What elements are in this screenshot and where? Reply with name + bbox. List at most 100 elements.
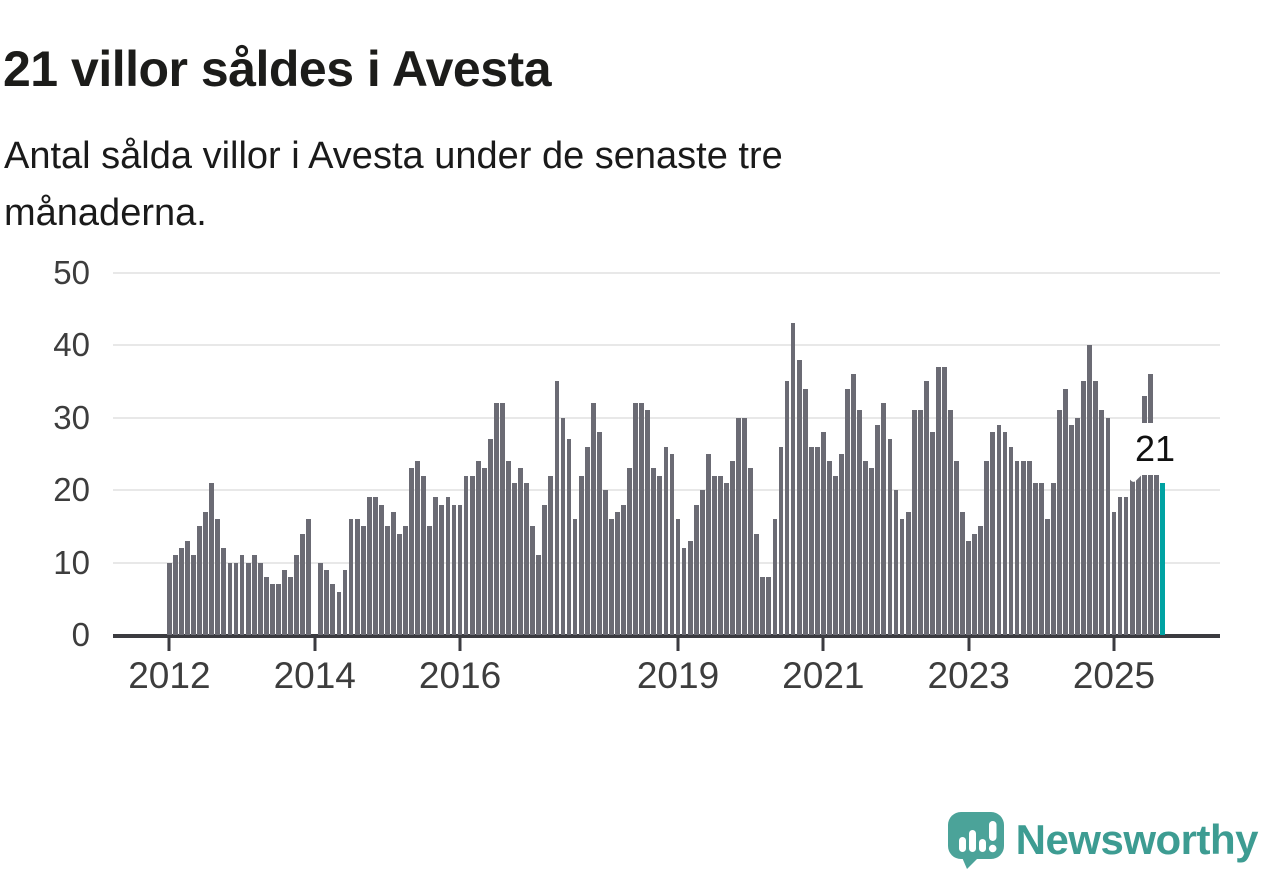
bar	[1135, 424, 1141, 635]
bar	[257, 562, 263, 635]
bar	[282, 569, 287, 635]
x-axis-tick-label: 2016	[418, 655, 502, 696]
bar	[1141, 395, 1147, 635]
bar	[899, 519, 905, 635]
bar	[572, 519, 578, 635]
bar	[445, 497, 451, 635]
bar	[336, 591, 342, 635]
bar	[1026, 461, 1032, 635]
bar	[808, 446, 814, 635]
bar	[978, 526, 984, 635]
bar	[512, 482, 517, 635]
bar	[560, 417, 566, 635]
bar	[627, 468, 632, 635]
bar	[391, 511, 396, 635]
bar	[1051, 482, 1056, 635]
bar	[711, 475, 717, 635]
bar	[615, 511, 620, 635]
bar	[1087, 345, 1093, 635]
bar	[893, 490, 899, 635]
bar	[1147, 374, 1153, 635]
bar	[784, 381, 790, 635]
bar	[221, 548, 227, 635]
bar	[881, 403, 887, 635]
bar	[657, 475, 663, 635]
bar	[481, 468, 487, 635]
bar	[1111, 511, 1117, 635]
bar	[905, 511, 911, 635]
y-axis-tick-label: 20	[53, 471, 90, 508]
bar	[227, 562, 233, 635]
bar	[1032, 482, 1038, 635]
bar	[742, 417, 748, 635]
bar	[669, 453, 675, 635]
bar	[887, 439, 893, 635]
bar	[693, 504, 699, 635]
bar	[179, 548, 184, 635]
y-axis-tick-label: 30	[53, 398, 90, 436]
bar	[239, 555, 245, 635]
bar	[681, 548, 687, 635]
bar	[397, 533, 402, 635]
bar	[621, 504, 626, 635]
bar	[372, 497, 378, 635]
bar	[699, 490, 705, 635]
bar	[736, 417, 741, 635]
bar	[348, 519, 354, 635]
bar	[1129, 453, 1135, 635]
bar	[530, 526, 536, 635]
bar	[306, 519, 312, 635]
bar	[354, 519, 360, 635]
newsworthy-logo-icon	[946, 811, 1006, 869]
bar	[772, 519, 778, 635]
value-callout: 21	[1124, 423, 1186, 475]
bar	[203, 511, 209, 635]
bar	[960, 511, 965, 635]
bar	[1057, 410, 1062, 635]
y-axis-tick-label: 10	[53, 543, 90, 581]
bar	[1069, 424, 1074, 635]
x-axis-tick-label: 2021	[782, 655, 865, 696]
x-axis-tick	[821, 636, 825, 651]
bar	[342, 569, 348, 635]
bar	[1093, 381, 1099, 635]
bar	[469, 475, 475, 635]
bar	[826, 461, 832, 635]
bar	[845, 388, 850, 635]
bar	[360, 526, 366, 635]
bar	[966, 540, 972, 635]
chart-subtitle: Antal sålda villor i Avesta under de sen…	[4, 135, 783, 234]
bar	[524, 482, 530, 635]
bar	[421, 475, 427, 635]
value-callout-label: 21	[1134, 428, 1176, 469]
bar	[500, 403, 505, 635]
bar	[263, 577, 269, 635]
gridline	[113, 271, 1220, 274]
bar	[839, 453, 844, 635]
bar	[433, 497, 439, 635]
x-axis-tick	[967, 636, 971, 651]
bar	[542, 504, 548, 635]
x-axis-tick	[1112, 636, 1116, 651]
bar	[917, 410, 923, 635]
bar	[990, 432, 996, 635]
bar	[1002, 432, 1008, 635]
bar	[457, 504, 463, 635]
bar	[724, 482, 729, 635]
bar	[578, 475, 584, 635]
bar	[185, 540, 190, 635]
bar	[984, 461, 990, 635]
x-axis-tick	[676, 636, 680, 651]
bar	[754, 533, 760, 635]
x-axis-tick-label: 2019	[636, 655, 720, 696]
bar	[324, 569, 330, 635]
bar	[493, 403, 499, 635]
bar	[596, 432, 602, 635]
bar	[851, 374, 856, 635]
bar	[1014, 461, 1020, 635]
bar	[1123, 497, 1129, 635]
bar	[167, 562, 172, 635]
bar	[463, 475, 469, 635]
bar	[518, 468, 523, 635]
bar	[233, 562, 239, 635]
